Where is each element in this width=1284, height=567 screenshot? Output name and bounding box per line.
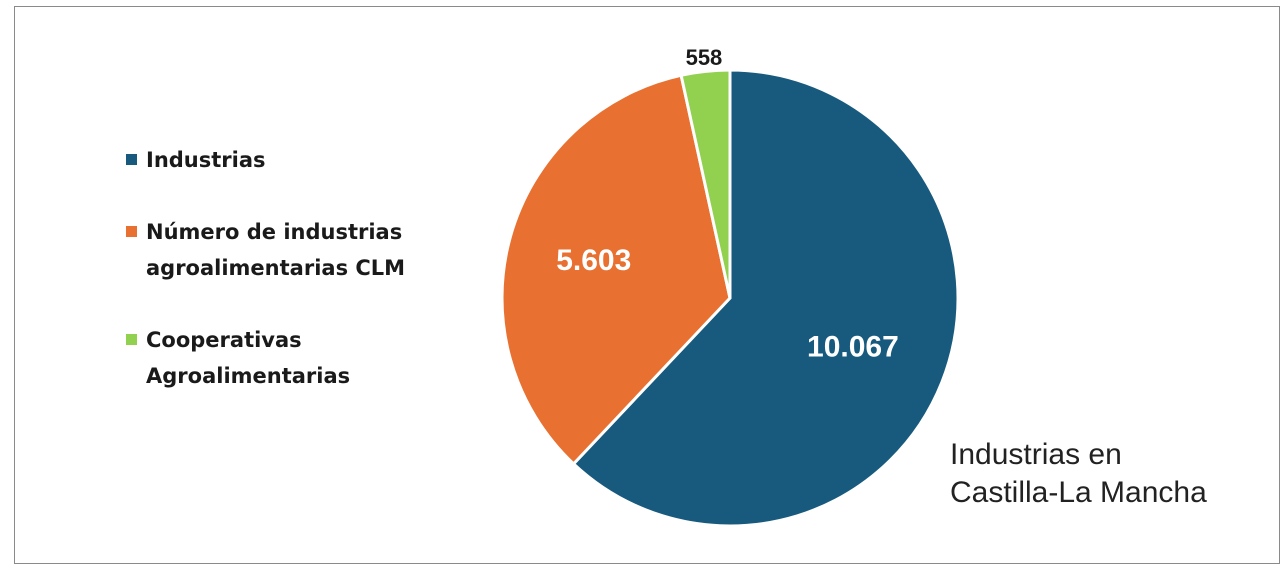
legend-label-cooperativas-line-1: Cooperativas — [146, 328, 302, 352]
legend-label-industrias-line-1: Industrias — [146, 148, 266, 172]
legend-swatch-cooperativas — [126, 334, 137, 345]
data-label-industrias: 10.067 — [807, 330, 899, 363]
data-label-numero-industrias: 5.603 — [556, 244, 631, 277]
legend-swatch-industrias — [126, 154, 137, 165]
pie-slice-industrias — [572, 68, 960, 528]
legend-item-cooperativas: Cooperativas Agroalimentarias — [122, 322, 405, 394]
legend-label-cooperativas-line-2: Agroalimentarias — [146, 364, 351, 388]
legend-label-numero-industrias-line-2: agroalimentarias CLM — [146, 256, 406, 280]
chart-caption: Industrias en Castilla-La Mancha — [950, 436, 1270, 512]
caption-line-2: Castilla-La Mancha — [950, 476, 1207, 509]
chart-legend: Industrias Número de industrias agroalim… — [122, 142, 405, 394]
data-label-cooperativas: 558 — [686, 45, 723, 70]
legend-label-numero-industrias-line-1: Número de industrias — [146, 220, 403, 244]
pie-slice-cooperativas — [679, 68, 732, 300]
caption-line-1: Industrias en — [950, 438, 1122, 471]
legend-swatch-numero-industrias — [126, 226, 137, 237]
legend-item-industrias: Industrias — [122, 142, 405, 178]
legend-item-numero-industrias: Número de industrias agroalimentarias CL… — [122, 214, 405, 286]
pie-slice-numero-industrias — [500, 73, 732, 466]
